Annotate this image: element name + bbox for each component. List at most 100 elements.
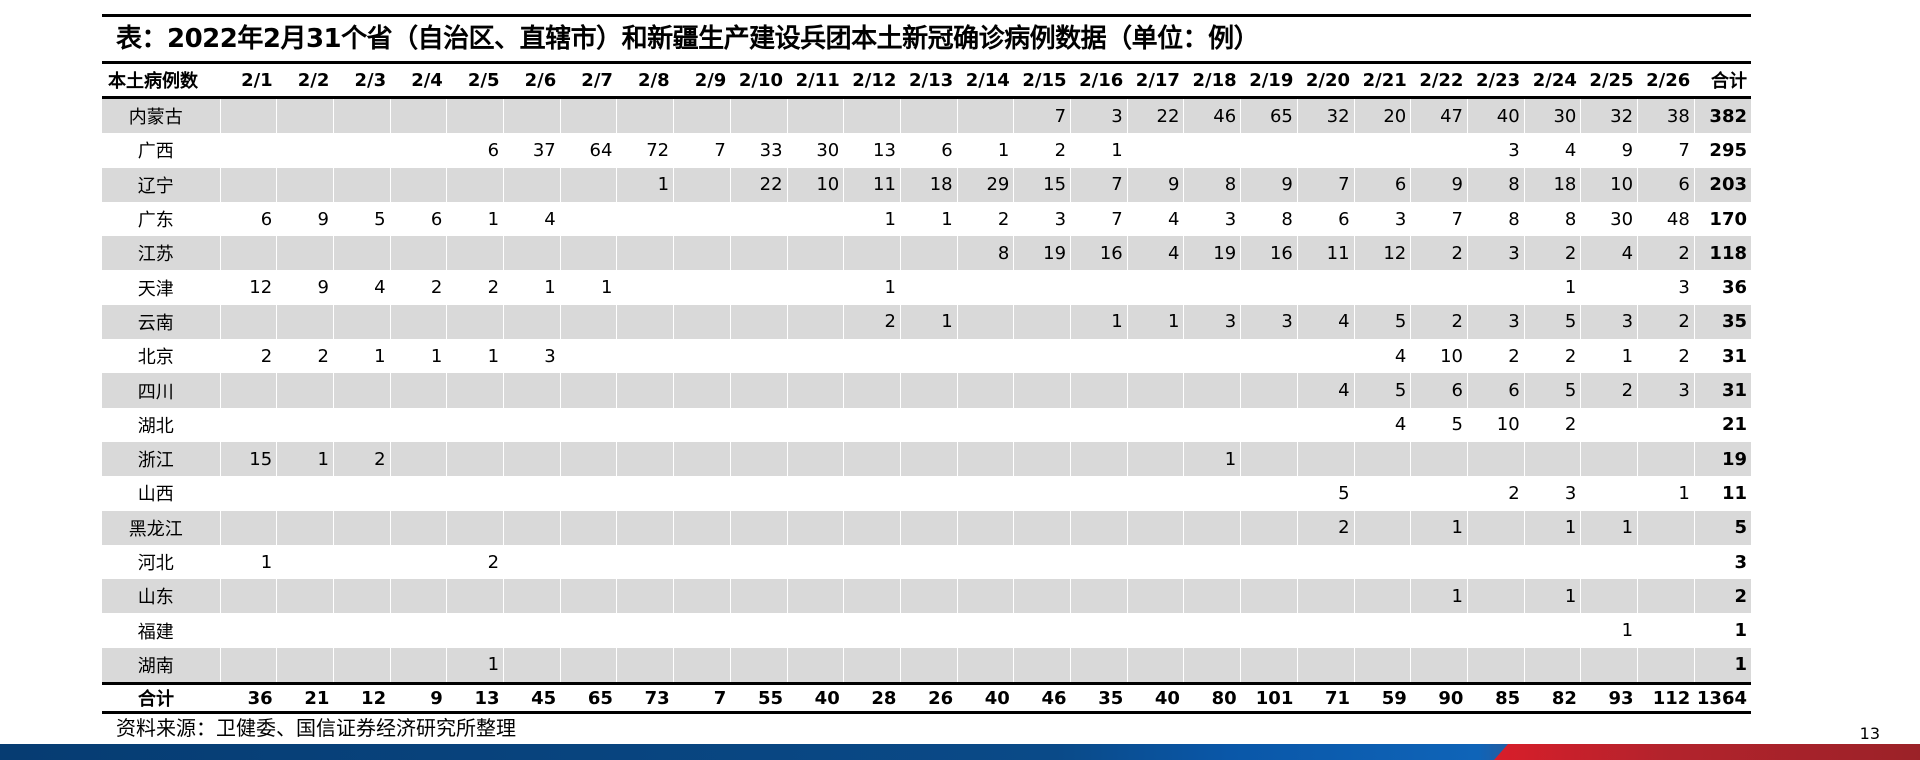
row-total: 203 xyxy=(1693,167,1751,202)
cell-value xyxy=(503,236,561,271)
cell-value: 16 xyxy=(1070,236,1128,271)
province-label: 浙江 xyxy=(102,441,220,477)
cell-value xyxy=(559,304,617,340)
cell-value xyxy=(899,97,958,134)
cell-value xyxy=(786,579,844,614)
cell-value xyxy=(729,510,788,545)
cell-value xyxy=(729,304,788,340)
cell-value: 3 xyxy=(1466,236,1525,271)
cell-value xyxy=(899,407,958,442)
cell-value: 38 xyxy=(1637,97,1695,134)
cell-value xyxy=(1183,476,1241,511)
row-total: 1 xyxy=(1693,613,1751,648)
cell-value xyxy=(559,339,617,374)
cell-value: 18 xyxy=(1523,167,1581,202)
total-value: 28 xyxy=(843,682,901,715)
cell-value: 4 xyxy=(1523,133,1581,168)
cell-value: 4 xyxy=(1353,339,1411,374)
cell-value xyxy=(673,304,731,340)
cell-value xyxy=(843,339,901,374)
row-total: 11 xyxy=(1693,476,1751,511)
cell-value xyxy=(332,544,391,580)
province-label: 四川 xyxy=(102,373,220,408)
cell-value: 30 xyxy=(1523,97,1581,134)
cell-value xyxy=(276,304,334,340)
cell-value xyxy=(1183,647,1241,684)
cell-value xyxy=(389,510,447,545)
cell-value xyxy=(786,236,844,271)
column-header: 2/8 xyxy=(616,64,674,99)
cell-value xyxy=(1070,544,1128,580)
cell-value xyxy=(1013,544,1071,580)
cell-value: 1 xyxy=(1070,304,1128,340)
table-row: 山西 5 2 3 1 11 xyxy=(102,476,1751,511)
cell-value: 3 xyxy=(1637,270,1695,305)
cell-value xyxy=(332,133,391,168)
cell-value xyxy=(1353,270,1411,305)
cell-value xyxy=(616,441,674,477)
cell-value xyxy=(673,201,731,237)
cell-value xyxy=(1580,407,1638,442)
cell-value xyxy=(503,167,561,202)
cell-value xyxy=(1353,544,1411,580)
cell-value xyxy=(219,373,277,408)
cell-value xyxy=(786,407,844,442)
cell-value xyxy=(673,476,731,511)
cell-value: 7 xyxy=(1296,167,1355,202)
cell-value xyxy=(1580,544,1638,580)
cell-value xyxy=(956,407,1014,442)
cell-value xyxy=(276,407,334,442)
cell-value xyxy=(1296,441,1355,477)
row-total: 118 xyxy=(1693,236,1751,271)
total-value: 80 xyxy=(1183,682,1241,715)
cell-value xyxy=(673,510,731,545)
cell-value: 2 xyxy=(1523,339,1581,374)
cell-value: 6 xyxy=(219,201,277,237)
cell-value xyxy=(446,579,504,614)
cell-value xyxy=(1580,441,1638,477)
cell-value: 3 xyxy=(1013,201,1071,237)
cell-value xyxy=(616,236,674,271)
cell-value xyxy=(1580,270,1638,305)
cell-value: 1 xyxy=(1580,510,1638,545)
cell-value xyxy=(1637,407,1695,442)
total-value: 26 xyxy=(900,682,958,715)
cell-value xyxy=(1410,270,1468,305)
cell-value xyxy=(1296,613,1355,648)
table-container: 表：2022年2月31个省（自治区、直辖市）和新疆生产建设兵团本土新冠确诊病例数… xyxy=(102,14,1751,715)
row-total: 35 xyxy=(1693,304,1751,340)
cell-value xyxy=(1240,579,1298,614)
total-value: 40 xyxy=(787,682,844,715)
cell-value: 16 xyxy=(1240,236,1298,271)
cell-value: 8 xyxy=(1240,201,1298,237)
cell-value xyxy=(219,133,277,168)
cell-value xyxy=(786,544,844,580)
cell-value: 3 xyxy=(1466,304,1525,340)
cell-value xyxy=(1466,441,1525,477)
cell-value xyxy=(1013,407,1071,442)
cell-value xyxy=(729,441,788,477)
cell-value: 2 xyxy=(332,441,391,477)
cell-value xyxy=(1240,373,1298,408)
cell-value xyxy=(559,407,617,442)
cell-value xyxy=(1013,373,1071,408)
cell-value xyxy=(899,510,958,545)
cell-value xyxy=(276,373,334,408)
cell-value: 6 xyxy=(1296,201,1355,237)
cell-value xyxy=(956,510,1014,545)
cell-value xyxy=(1070,270,1128,305)
cell-value xyxy=(673,167,731,202)
cell-value: 6 xyxy=(899,133,958,168)
row-total: 36 xyxy=(1693,270,1751,305)
cell-value xyxy=(729,476,788,511)
cell-value xyxy=(503,373,561,408)
cell-value xyxy=(503,476,561,511)
cell-value xyxy=(389,407,447,442)
province-label: 湖南 xyxy=(102,647,220,684)
column-header: 2/16 xyxy=(1070,64,1128,99)
table-row: 内蒙古 7 3 22 46 65 32 20 47 40 30 32 38 382 xyxy=(102,97,1751,134)
cell-value xyxy=(559,510,617,545)
cell-value: 7 xyxy=(673,133,731,168)
cell-value xyxy=(1183,407,1241,442)
cell-value xyxy=(1126,373,1184,408)
